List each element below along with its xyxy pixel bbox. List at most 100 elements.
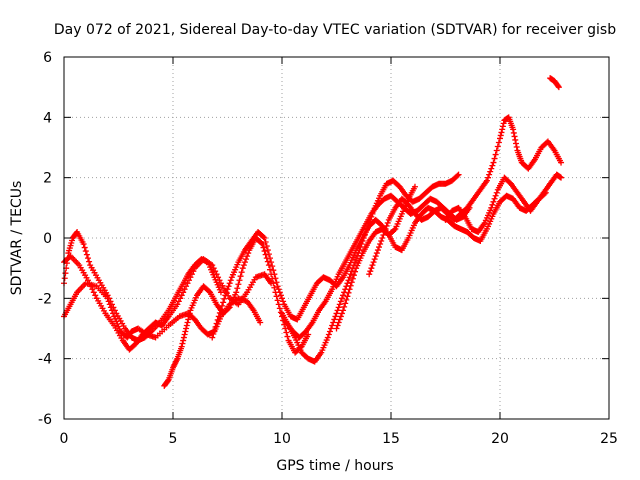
data-point	[226, 280, 233, 287]
data-point	[227, 277, 234, 284]
data-point	[332, 313, 339, 320]
data-point	[338, 310, 345, 317]
data-point	[326, 328, 333, 335]
data-point	[330, 319, 337, 326]
data-point	[345, 277, 352, 284]
data-point	[205, 288, 212, 295]
data-point	[185, 277, 192, 284]
data-point	[217, 289, 224, 296]
data-point	[62, 270, 69, 277]
data-point	[391, 226, 398, 233]
data-point	[164, 377, 171, 384]
data-point	[380, 231, 387, 238]
data-point	[510, 126, 517, 133]
data-point	[334, 322, 341, 329]
data-point	[368, 265, 375, 272]
data-point	[324, 334, 331, 341]
data-point	[92, 292, 99, 299]
data-point	[555, 84, 562, 91]
data-point	[344, 280, 351, 287]
data-point	[263, 243, 270, 250]
data-point	[283, 329, 290, 336]
data-point	[235, 281, 242, 288]
data-point	[214, 316, 221, 323]
data-point	[236, 277, 243, 284]
data-point	[483, 177, 490, 184]
data-point	[275, 301, 282, 308]
data-point	[213, 271, 220, 278]
data-point	[268, 259, 275, 266]
data-point	[340, 307, 347, 314]
data-point	[497, 132, 504, 139]
data-point	[260, 244, 267, 251]
data-point	[488, 204, 495, 211]
data-point	[234, 285, 241, 292]
x-tick-label: 0	[60, 431, 69, 447]
data-point	[187, 274, 194, 281]
data-point	[356, 247, 363, 254]
data-point	[512, 140, 519, 147]
data-point	[497, 135, 503, 142]
data-point	[335, 319, 342, 326]
y-tick-label: -2	[38, 291, 52, 307]
data-point	[86, 280, 93, 287]
data-point	[489, 162, 496, 169]
data-point	[270, 267, 277, 274]
chart-title: Day 072 of 2021, Sidereal Day-to-day VTE…	[54, 22, 616, 38]
data-point	[237, 273, 244, 280]
data-point	[188, 271, 195, 278]
data-point	[334, 307, 341, 314]
data-point	[180, 337, 187, 344]
data-point	[512, 136, 519, 143]
data-point	[340, 292, 347, 299]
data-point	[358, 241, 365, 248]
data-point	[558, 159, 565, 166]
data-point	[344, 293, 351, 300]
data-point	[499, 123, 506, 130]
series-track-11	[547, 75, 562, 91]
data-point	[185, 316, 192, 323]
data-point	[499, 126, 506, 133]
data-point	[111, 307, 118, 314]
data-point	[374, 247, 381, 254]
data-point	[261, 235, 268, 241]
data-point	[353, 256, 360, 263]
data-point	[80, 241, 87, 248]
data-point	[239, 265, 246, 272]
data-point	[500, 120, 507, 127]
data-point	[244, 253, 251, 260]
x-tick-label: 5	[169, 431, 178, 447]
data-point	[225, 283, 232, 290]
data-point	[108, 301, 115, 308]
data-point	[185, 313, 192, 320]
data-point	[271, 271, 278, 278]
data-point	[219, 302, 226, 309]
data-point	[183, 283, 190, 290]
data-point	[217, 306, 224, 313]
data-point	[341, 303, 348, 310]
data-point	[179, 340, 186, 347]
data-point	[305, 331, 312, 338]
data-point	[282, 325, 289, 332]
data-point	[86, 258, 93, 265]
data-point	[349, 275, 356, 282]
series-track-3	[61, 253, 275, 353]
data-point	[224, 286, 231, 293]
x-tick-label: 15	[382, 431, 400, 447]
data-point	[265, 262, 272, 269]
data-point	[209, 262, 216, 269]
data-point	[216, 309, 223, 316]
data-point	[328, 325, 335, 332]
series-track-8	[333, 189, 549, 332]
data-point	[177, 295, 184, 302]
data-point	[485, 174, 492, 181]
y-tick-label: -4	[38, 352, 52, 368]
data-point	[333, 310, 340, 317]
data-point	[350, 272, 357, 279]
data-point	[345, 289, 352, 296]
data-point	[213, 320, 220, 327]
data-point	[243, 256, 250, 263]
data-point	[258, 240, 265, 247]
data-point	[269, 263, 276, 270]
axes: 0 5 10 15 20 25 -6 -4 -2 0 2 4 6	[38, 50, 618, 447]
